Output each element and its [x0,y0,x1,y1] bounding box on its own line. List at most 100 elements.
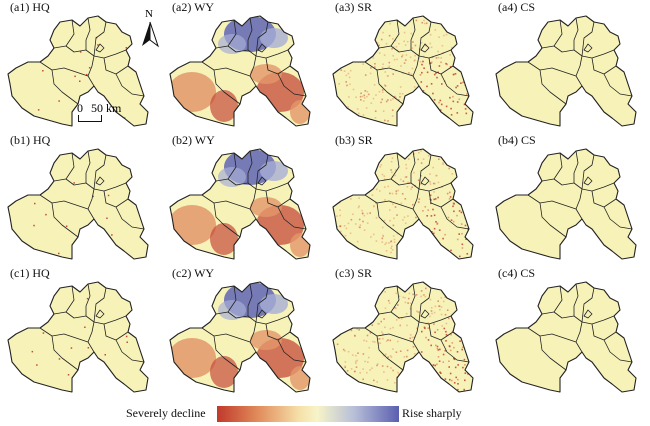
change-pixel [433,323,435,325]
change-pixel [358,197,360,199]
change-pixel [58,358,61,360]
region-fill [496,149,636,259]
county-boundary [87,188,95,220]
change-pixel [405,176,408,178]
change-pixel [338,20,340,23]
change-pixel [345,185,348,188]
change-pixel [356,108,359,110]
change-pixel [340,241,342,243]
change-pixel [459,40,462,43]
change-pixel [389,219,391,222]
county-boundary [364,194,414,210]
change-pixel [472,218,473,220]
county-boundary [527,61,577,77]
change-pixel [445,22,447,25]
change-pixel [455,376,457,379]
county-boundary [85,283,91,316]
change-pixel [437,349,440,351]
change-pixel [337,257,340,259]
county-boundary [103,57,129,75]
change-pixel [449,378,451,381]
change-pixel [391,192,394,195]
change-pixel [337,151,340,153]
county-boundary [539,335,567,371]
change-pixel [418,198,421,200]
change-pixel [359,372,361,374]
change-pixel [362,378,364,381]
county-boundary [249,55,257,87]
change-pixel [459,340,461,342]
change-pixel [433,73,436,76]
change-pixel [380,164,383,166]
county-boundary [390,285,400,313]
change-pixel [383,371,385,373]
change-pixel [344,350,346,352]
change-pixel [402,121,405,124]
county-boundary [257,176,267,186]
change-pixel [465,180,468,182]
change-pixel [414,256,416,258]
change-pixel [336,26,338,28]
change-pixel [126,341,128,343]
change-pixel [448,167,450,170]
change-pixel [438,360,441,362]
change-pixel [385,100,388,103]
change-pixel [454,156,456,159]
county-boundary [539,69,567,105]
change-pixel [429,183,432,185]
change-pixel [466,125,468,126]
change-pixel [341,196,344,198]
change-pixel [464,196,466,199]
county-boundary [249,321,257,353]
change-pixel [417,116,420,118]
change-pixel [429,173,431,175]
change-pixel [457,318,459,321]
change-pixel [444,349,447,352]
change-pixel [469,316,471,318]
change-pixel [467,190,469,192]
change-pixel [389,16,392,18]
change-pixel [339,230,342,233]
change-pixel [377,322,379,325]
change-pixel [451,46,453,49]
change-pixel [383,318,385,320]
map-wy [169,281,311,393]
change-pixel [342,385,344,387]
change-pixel [364,313,367,315]
change-pixel [405,163,407,166]
change-pixel [391,157,394,159]
county-boundary [573,283,579,316]
change-pixel [370,304,373,306]
change-pixel [379,166,382,168]
change-pixel [344,287,347,289]
county-boundary [95,309,105,319]
change-pixel [338,167,340,169]
change-pixel [401,55,403,58]
county-boundary [215,311,257,323]
change-pixel [437,128,439,130]
change-pixel [449,21,451,24]
change-pixel [356,128,358,130]
change-pixel [466,253,469,255]
change-pixel [414,54,416,57]
change-pixel [441,380,443,383]
decline-area [170,72,216,112]
decline-area [290,100,310,124]
change-pixel [49,179,51,181]
change-pixel [360,99,362,101]
change-pixel [400,65,402,67]
change-pixel [369,170,371,173]
change-pixel [338,57,341,60]
change-pixel [458,177,461,179]
change-pixel [359,120,362,123]
change-pixel [397,371,399,374]
change-pixel [356,328,358,330]
change-pixel [436,386,438,389]
county-boundary [249,188,257,220]
change-pixel [392,369,394,372]
change-pixel [412,362,415,364]
change-pixel [381,331,383,333]
change-pixel [417,120,420,122]
change-pixel [355,362,357,364]
change-pixel [353,120,356,122]
